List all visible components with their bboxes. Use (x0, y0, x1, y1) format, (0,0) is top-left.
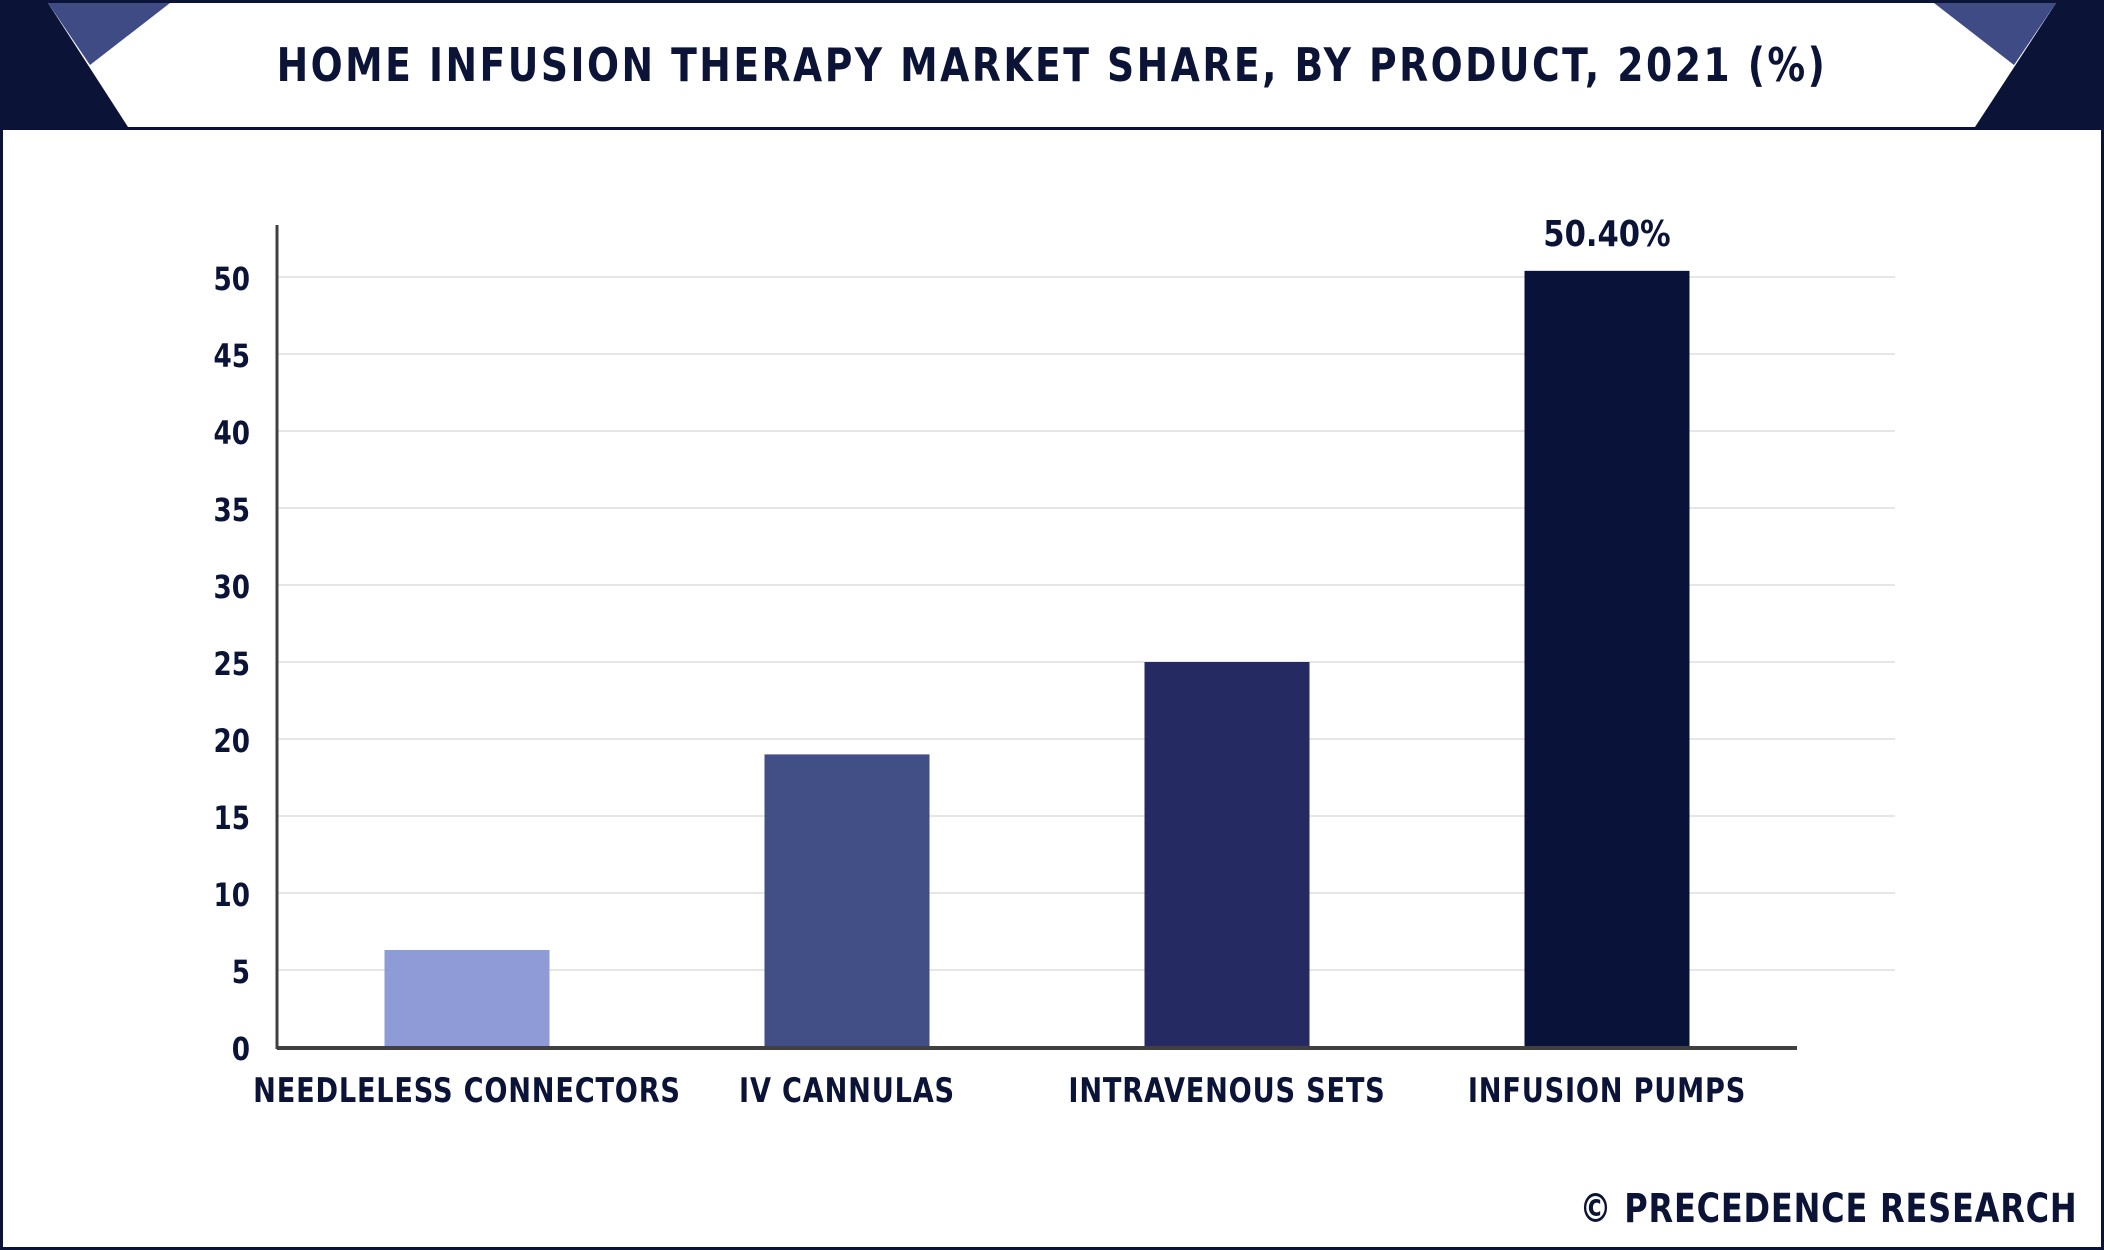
y-tick-label: 30 (213, 568, 250, 605)
x-category-label: INFUSION PUMPS (1468, 1071, 1746, 1111)
bar (1144, 662, 1310, 1047)
copyright-symbol: © (1579, 1186, 1613, 1232)
y-tick-label: 40 (213, 414, 250, 451)
chart-title: HOME INFUSION THERAPY MARKET SHARE, BY P… (276, 38, 1828, 92)
y-tick-label: 35 (213, 491, 250, 528)
x-category-label: NEEDLELESS CONNECTORS (253, 1071, 681, 1111)
x-category-label: INTRAVENOUS SETS (1068, 1071, 1385, 1111)
corner-accent-right (1934, 3, 2056, 65)
y-tick-label: 45 (213, 337, 250, 374)
chart-panel (3, 130, 2101, 1247)
corner-accent-left (48, 3, 170, 65)
y-tick-label: 15 (213, 799, 250, 836)
y-tick-label: 5 (232, 953, 250, 990)
brand-watermark: © PRECEDENCE RESEARCH (1580, 1186, 2078, 1232)
bar (384, 949, 550, 1047)
data-label: 50.40% (1543, 212, 1670, 254)
y-tick-label: 50 (213, 260, 250, 297)
bar (1524, 270, 1690, 1048)
bar (764, 754, 930, 1047)
title-band (0, 0, 2104, 130)
y-tick-label: 25 (213, 645, 250, 682)
y-tick-label: 10 (213, 876, 250, 913)
brand-name: PRECEDENCE RESEARCH (1624, 1186, 2078, 1232)
title-banner (48, 3, 2056, 127)
y-tick-label: 20 (213, 722, 250, 759)
x-category-label: IV CANNULAS (739, 1071, 955, 1111)
y-tick-label: 0 (232, 1030, 250, 1067)
